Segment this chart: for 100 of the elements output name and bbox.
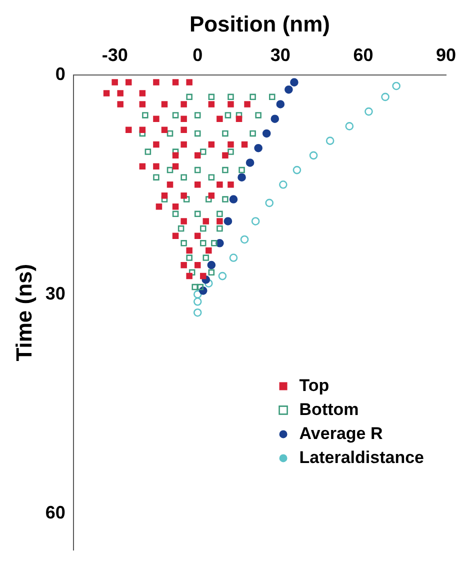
point — [117, 101, 124, 108]
point — [172, 232, 179, 239]
point — [153, 163, 160, 170]
point — [222, 196, 228, 202]
point — [200, 225, 206, 232]
point — [236, 116, 242, 122]
legend-label: Average R — [299, 424, 383, 443]
point — [153, 141, 160, 148]
x-tick-label: 90 — [436, 45, 456, 66]
point — [166, 182, 174, 188]
x-axis-title: Position (nm) — [189, 11, 330, 36]
point — [139, 90, 146, 96]
point — [183, 196, 190, 202]
point — [238, 173, 246, 182]
x-tick-label: 60 — [353, 45, 374, 66]
point — [194, 152, 201, 159]
point — [186, 94, 192, 100]
point — [228, 94, 234, 100]
point — [216, 182, 223, 188]
point — [172, 112, 179, 118]
legend-label: Top — [299, 376, 330, 395]
point — [240, 235, 249, 244]
point — [180, 116, 187, 122]
y-tick-label: 30 — [45, 283, 66, 304]
point — [194, 166, 201, 174]
point — [208, 269, 215, 276]
point — [228, 148, 234, 155]
point — [216, 225, 223, 232]
point — [216, 210, 223, 218]
point — [208, 192, 215, 199]
point — [244, 101, 250, 108]
point — [262, 129, 271, 138]
point — [153, 174, 160, 180]
x-tick-label: 30 — [270, 45, 290, 66]
point — [216, 116, 223, 122]
point — [112, 79, 118, 86]
point — [180, 192, 187, 199]
point — [103, 90, 110, 96]
point — [211, 240, 218, 246]
point — [194, 130, 201, 137]
point — [206, 247, 212, 254]
point — [161, 192, 168, 199]
point — [180, 218, 187, 224]
point — [193, 297, 202, 306]
x-tick-label: -30 — [102, 45, 128, 66]
point — [216, 218, 223, 224]
point — [193, 290, 202, 298]
point — [166, 166, 174, 174]
point — [194, 182, 201, 188]
y-tick-label: 60 — [45, 502, 66, 523]
point — [276, 100, 285, 108]
point — [206, 196, 212, 202]
point — [186, 79, 192, 86]
point — [161, 196, 168, 202]
point — [125, 79, 132, 86]
point — [202, 254, 210, 261]
point — [251, 217, 260, 226]
point — [139, 101, 146, 108]
point — [208, 141, 215, 148]
point — [236, 112, 242, 118]
point — [270, 114, 280, 124]
point — [180, 174, 187, 180]
point — [250, 130, 256, 137]
point — [197, 284, 204, 290]
point — [290, 78, 298, 86]
point — [139, 163, 146, 170]
x-tick-label: 0 — [192, 45, 203, 66]
point — [254, 144, 262, 152]
point — [224, 112, 232, 118]
point — [142, 112, 148, 118]
point — [392, 82, 400, 90]
point — [265, 198, 274, 208]
point — [172, 148, 179, 155]
point — [180, 101, 187, 108]
point — [186, 247, 192, 254]
point — [200, 272, 206, 280]
point — [186, 272, 192, 280]
point — [208, 174, 215, 180]
y-tick-label: 0 — [55, 64, 66, 84]
point — [194, 210, 201, 218]
point — [194, 232, 201, 239]
point — [172, 163, 179, 170]
point — [161, 101, 168, 108]
point — [208, 101, 215, 108]
point — [228, 101, 234, 108]
point — [238, 166, 245, 174]
point — [345, 122, 354, 130]
point — [139, 126, 146, 133]
point — [250, 94, 256, 100]
point — [208, 94, 215, 100]
point — [180, 262, 187, 268]
point — [172, 152, 179, 159]
point — [180, 126, 187, 133]
point — [153, 79, 160, 86]
point — [309, 151, 318, 160]
point — [153, 116, 160, 122]
point — [180, 240, 187, 246]
point — [117, 90, 124, 96]
point — [222, 130, 228, 137]
point — [292, 166, 302, 174]
